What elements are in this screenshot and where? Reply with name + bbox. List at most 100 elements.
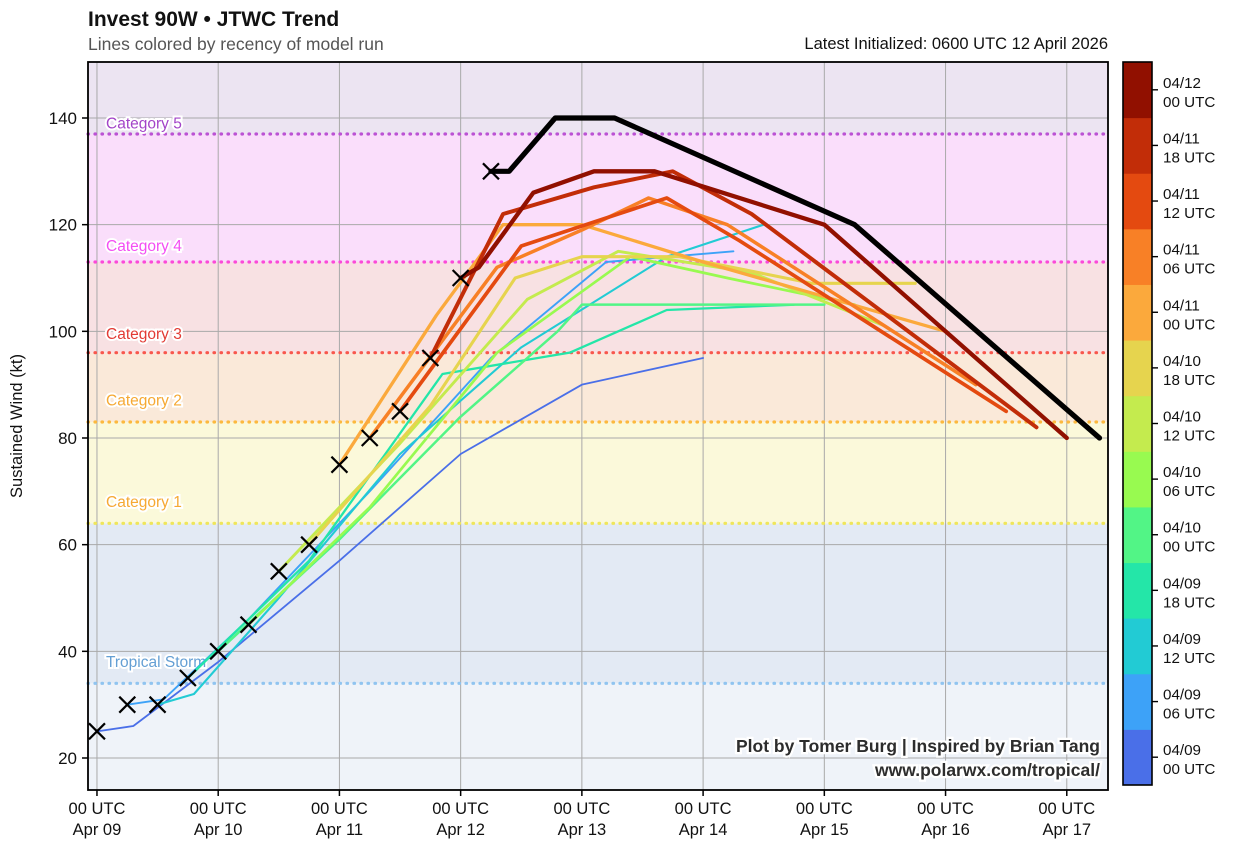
obs-marker-x [209, 642, 227, 661]
y-tick-label: 40 [58, 642, 77, 661]
colorbar-label-time: 00 UTC [1163, 316, 1215, 333]
obs-marker-x [148, 695, 167, 714]
obs-marker-x [118, 695, 137, 714]
colorbar-segment [1123, 228, 1152, 285]
colorbar-segment [1123, 395, 1152, 452]
model-run-line-04-09-18 [186, 303, 796, 680]
obs-marker-x [482, 162, 500, 181]
colorbar-label-time: 12 UTC [1163, 650, 1215, 667]
colorbar-label-time: 18 UTC [1163, 149, 1215, 166]
x-tick-label-date: Apr 11 [316, 821, 363, 839]
colorbar-label-date: 04/10 [1163, 464, 1201, 481]
colorbar-label-date: 04/12 [1163, 75, 1201, 92]
colorbar-segment [1123, 62, 1152, 119]
band-label-category-4: Category 4 [106, 238, 182, 255]
obs-marker-x [360, 429, 379, 447]
colorbar-segment [1123, 340, 1152, 397]
band-label-category-2: Category 2 [106, 393, 182, 410]
obs-marker-x [179, 669, 197, 687]
latest-initialized-label: Latest Initialized: 0600 UTC 12 April 20… [804, 35, 1108, 53]
y-axis-label: Sustained Wind (kt) [8, 354, 26, 498]
colorbar-label-date: 04/11 [1163, 130, 1200, 147]
x-tick-label-date: Apr 10 [194, 821, 243, 839]
colorbar-label-time: 00 UTC [1163, 761, 1215, 778]
band-category-5 [88, 62, 1108, 134]
colorbar-segment [1123, 117, 1152, 174]
colorbar-label-date: 04/09 [1163, 631, 1201, 648]
x-tick-label-utc: 00 UTC [311, 800, 368, 818]
colorbar-label-date: 04/11 [1163, 186, 1200, 203]
colorbar-label-time: 12 UTC [1163, 428, 1215, 445]
colorbar-label-date: 04/09 [1163, 687, 1201, 704]
band-label-category-5: Category 5 [106, 115, 182, 132]
x-tick-label-utc: 00 UTC [553, 800, 610, 818]
model-run-line-04-11-18 [428, 169, 1039, 430]
x-tick-label-utc: 00 UTC [432, 800, 489, 818]
plot-border [87, 61, 1109, 791]
y-tick-label: 100 [49, 322, 77, 341]
colorbar-segment [1123, 506, 1152, 564]
colorbar-segment [1123, 562, 1152, 619]
colorbar-label-date: 04/10 [1163, 353, 1201, 370]
colorbar-segment [1123, 729, 1152, 786]
x-tick-label-date: Apr 09 [73, 821, 122, 839]
colorbar-label-time: 18 UTC [1163, 594, 1215, 611]
colorbar-label-time: 06 UTC [1163, 706, 1215, 723]
x-tick-label-date: Apr 16 [921, 821, 970, 839]
x-tick-label-date: Apr 15 [800, 821, 849, 839]
band-category-4 [88, 134, 1108, 262]
x-tick-label-date: Apr 12 [436, 821, 485, 839]
band-category-2 [88, 352, 1108, 422]
obs-marker-x [391, 402, 409, 421]
watermark-credit: Plot by Tomer Burg | Inspired by Brian T… [736, 736, 1100, 756]
obs-marker-x [330, 455, 349, 474]
y-tick-label: 120 [49, 216, 77, 235]
model-run-line-04-09-00 [96, 357, 705, 733]
x-tick-label-utc: 00 UTC [796, 800, 853, 818]
colorbar-label-time: 00 UTC [1163, 94, 1215, 111]
model-run-line-04-12-00 [458, 169, 1069, 441]
x-tick-label-utc: 00 UTC [190, 800, 247, 818]
colorbar-label-date: 04/11 [1163, 297, 1200, 314]
model-run-line-04-10-18 [307, 255, 917, 547]
model-run-line-04-11-00 [337, 223, 948, 467]
model-run-line-04-10-06 [247, 255, 856, 627]
x-tick-label-utc: 00 UTC [675, 800, 732, 818]
band-tropical-storm [88, 523, 1108, 684]
colorbar-label-date: 04/10 [1163, 520, 1201, 537]
y-tick-label: 20 [58, 749, 77, 768]
watermark-url: www.polarwx.com/tropical/ [874, 760, 1100, 780]
band-below-tropical-storm [88, 683, 1108, 790]
band-category-1 [88, 422, 1108, 524]
band-label-tropical-storm: Tropical Storm [106, 654, 206, 671]
obs-marker-x [300, 535, 318, 554]
chart-title: Invest 90W • JTWC Trend [88, 8, 340, 31]
x-tick-label-date: Apr 13 [558, 821, 607, 839]
colorbar-label-date: 04/09 [1163, 742, 1201, 759]
obs-marker-x [88, 722, 106, 741]
colorbar-label-time: 18 UTC [1163, 372, 1215, 389]
colorbar-segment [1123, 284, 1152, 341]
colorbar-label-date: 04/09 [1163, 575, 1201, 592]
obs-marker-x [451, 269, 470, 287]
colorbar-label-time: 12 UTC [1163, 205, 1215, 222]
model-run-line-04-11-12 [398, 196, 1009, 414]
y-tick-label: 140 [49, 109, 77, 128]
y-tick-label: 60 [58, 536, 77, 555]
x-tick-label-utc: 00 UTC [1038, 800, 1095, 818]
obs-marker-x [239, 615, 258, 634]
colorbar-label-date: 04/11 [1163, 242, 1200, 259]
y-tick-label: 80 [58, 429, 77, 448]
colorbar-segment [1123, 173, 1152, 230]
band-label-category-1: Category 1 [106, 494, 182, 511]
colorbar-label-time: 00 UTC [1163, 539, 1215, 556]
band-label-category-3: Category 3 [106, 326, 182, 343]
band-category-3 [88, 262, 1108, 353]
colorbar-segment [1123, 451, 1152, 508]
official-forecast-line [488, 115, 1103, 441]
chart-subtitle: Lines colored by recency of model run [88, 34, 384, 54]
obs-marker-x [421, 349, 440, 367]
x-tick-label-utc: 00 UTC [69, 800, 126, 818]
